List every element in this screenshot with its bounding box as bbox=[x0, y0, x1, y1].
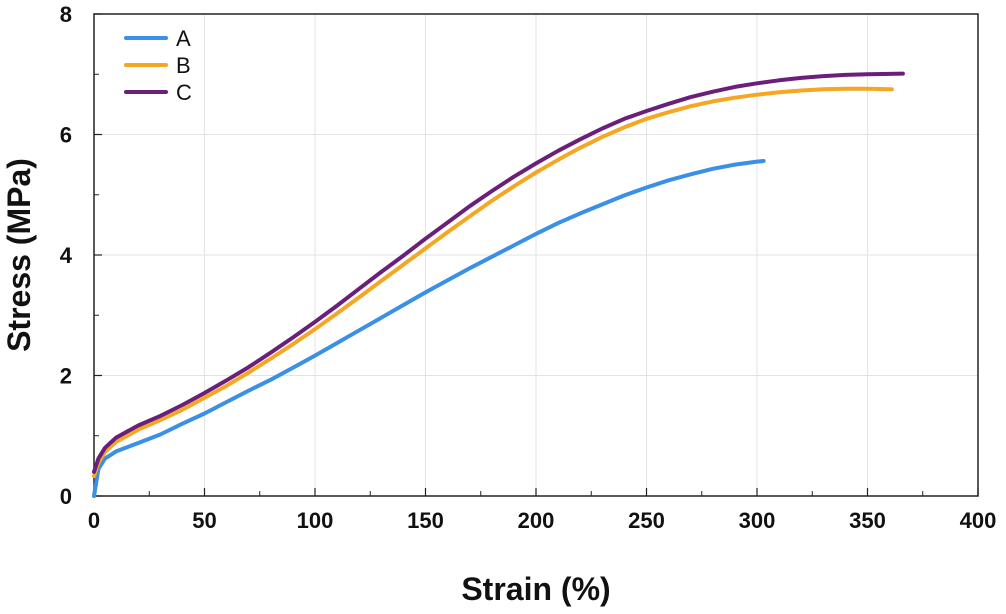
legend: ABC bbox=[124, 26, 192, 105]
x-tick-label: 400 bbox=[960, 508, 997, 533]
x-tick-label: 0 bbox=[88, 508, 100, 533]
y-tick-label: 4 bbox=[60, 243, 73, 268]
y-tick-label: 0 bbox=[60, 484, 72, 509]
y-tick-label: 8 bbox=[60, 2, 72, 27]
y-axis-label: Stress (MPa) bbox=[1, 158, 37, 352]
legend-label-b: B bbox=[176, 53, 191, 78]
y-tick-label: 2 bbox=[60, 364, 72, 389]
axis-ticks: 0 50 100 150 200 250 300 350 400 0 2 4 6 8 bbox=[60, 2, 997, 533]
x-axis-label: Strain (%) bbox=[461, 571, 610, 607]
series-line-b bbox=[92, 86, 894, 479]
x-tick-label: 100 bbox=[297, 508, 334, 533]
y-tick-label: 6 bbox=[60, 123, 72, 148]
series-line-c bbox=[92, 71, 905, 474]
x-tick-label: 50 bbox=[192, 508, 216, 533]
x-tick-label: 300 bbox=[739, 508, 776, 533]
series-line-a bbox=[92, 159, 766, 498]
grid-lines bbox=[94, 14, 978, 496]
legend-label-c: C bbox=[176, 80, 192, 105]
series-lines bbox=[92, 71, 905, 498]
x-tick-label: 250 bbox=[628, 508, 665, 533]
x-tick-label: 350 bbox=[849, 508, 886, 533]
legend-label-a: A bbox=[176, 26, 191, 51]
x-tick-label: 150 bbox=[407, 508, 444, 533]
x-tick-label: 200 bbox=[518, 508, 555, 533]
